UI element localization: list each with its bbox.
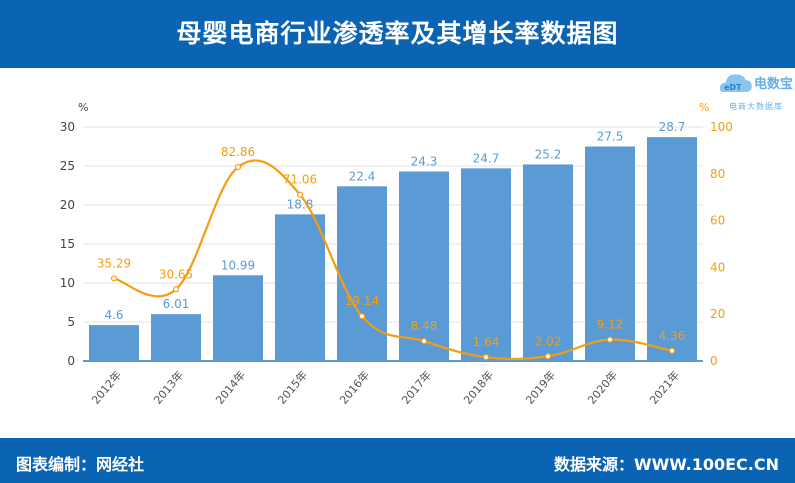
left-tick-label: 30: [60, 120, 75, 134]
bar-value-label: 28.7: [659, 120, 686, 134]
left-tick-label: 20: [60, 198, 75, 212]
right-tick-label: 0: [710, 354, 718, 368]
bar: [399, 171, 449, 361]
page-title: 母婴电商行业渗透率及其增长率数据图: [0, 0, 795, 68]
bar: [647, 137, 697, 361]
bar-value-label: 22.4: [349, 169, 376, 183]
left-tick-label: 0: [67, 354, 75, 368]
left-tick-label: 15: [60, 237, 75, 251]
line-value-label: 1.64: [473, 335, 500, 349]
line-value-label: 2.02: [535, 334, 562, 348]
right-axis-unit: %: [699, 101, 709, 114]
line-point: [358, 313, 366, 320]
line-value-label: 35.29: [97, 256, 131, 270]
x-tick-label: 2012年: [89, 368, 125, 407]
line-value-label: 9.12: [597, 318, 624, 332]
bar: [151, 314, 201, 361]
chart: 0 5 10 15 20 25 30 0 20 40 60 80 100% % 4.6 6.01 10.99 18…: [60, 101, 733, 407]
bar-value-label: 4.6: [104, 308, 123, 322]
right-tick-label: 40: [710, 260, 725, 274]
line-point: [172, 286, 180, 293]
x-tick-label: 2016年: [337, 368, 373, 407]
line-value-label: 71.06: [283, 173, 317, 187]
right-tick-label: 80: [710, 167, 725, 181]
x-tick-label: 2021年: [647, 368, 683, 407]
svg-text:eDT: eDT: [724, 83, 742, 92]
right-tick-label: 20: [710, 307, 725, 321]
x-tick-label: 2018年: [461, 368, 497, 407]
x-tick-label: 2014年: [213, 368, 249, 407]
x-tick-label: 2013年: [151, 368, 187, 407]
line-value-label: 4.36: [659, 329, 686, 343]
x-tick-label: 2020年: [585, 368, 621, 407]
cloud-logo-icon: eDT 电数宝 电商大数据库: [719, 74, 793, 111]
line-value-label: 30.65: [159, 267, 193, 281]
bar: [523, 164, 573, 361]
line-value-label: 82.86: [221, 145, 255, 159]
bar-value-label: 25.2: [535, 147, 562, 161]
footer: 图表编制：网经社 数据来源：WWW.100EC.CN: [0, 438, 795, 483]
footer-credit: 图表编制：网经社: [16, 455, 145, 474]
bar-value-label: 24.7: [473, 151, 500, 165]
line-value-label: 19.14: [345, 294, 379, 308]
svg-text:电商大数据库: 电商大数据库: [729, 101, 783, 111]
x-tick-label: 2017年: [399, 368, 435, 407]
line-point: [234, 164, 242, 171]
bar: [585, 146, 635, 361]
logo: eDT 电数宝 电商大数据库: [719, 71, 795, 117]
bar: [337, 186, 387, 361]
line-point: [482, 354, 490, 361]
line-point: [420, 338, 428, 345]
line-point: [110, 275, 118, 282]
line-point: [296, 191, 304, 198]
left-tick-label: 10: [60, 276, 75, 290]
line-point: [668, 347, 676, 354]
bar: [213, 275, 263, 361]
right-tick-label: 60: [710, 214, 725, 228]
bar-value-label: 18.8: [287, 197, 314, 211]
right-tick-label: 100: [710, 120, 733, 134]
bar: [89, 325, 139, 361]
svg-text:电数宝: 电数宝: [754, 76, 793, 92]
bar: [461, 168, 511, 361]
x-tick-label: 2019年: [523, 368, 559, 407]
bar-value-label: 6.01: [163, 297, 190, 311]
line-value-label: 8.48: [411, 319, 438, 333]
left-tick-label: 5: [67, 315, 75, 329]
bar-value-label: 24.3: [411, 154, 438, 168]
line-point: [606, 336, 614, 343]
left-axis-unit: %: [78, 101, 88, 114]
line-point: [544, 353, 552, 360]
bar-value-label: 27.5: [597, 130, 624, 144]
bar-value-label: 10.99: [221, 258, 255, 272]
left-tick-label: 25: [60, 159, 75, 173]
footer-source: 数据来源：WWW.100EC.CN: [553, 455, 779, 474]
bar: [275, 214, 325, 361]
x-tick-label: 2015年: [275, 368, 311, 407]
